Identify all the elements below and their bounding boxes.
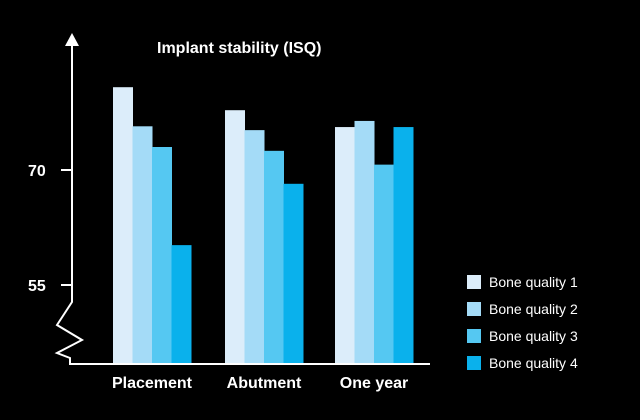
bar-placement-bq1 [113,87,133,363]
bar-abutment-bq4 [283,183,304,363]
bar-one-year-bq3 [374,164,394,363]
legend-swatch [467,328,481,343]
legend-item-bone-quality-2: Bone quality 2 [467,295,578,322]
bar-placement-bq4 [171,245,192,363]
bar-abutment-bq3 [264,150,284,363]
bars-group [113,87,414,363]
category-label-one-year: One year [340,375,408,392]
y-tick-label-55: 55 [28,278,46,295]
category-label-placement: Placement [112,375,193,392]
legend-item-bone-quality-1: Bone quality 1 [467,268,578,295]
y-tick-label-70: 70 [28,163,46,180]
y-axis-line [54,44,430,365]
legend-swatch [467,355,481,370]
legend-label: Bone quality 4 [489,354,578,371]
legend-swatch [467,274,481,289]
bar-one-year-bq2 [354,120,375,363]
legend-item-bone-quality-4: Bone quality 4 [467,349,578,376]
bar-abutment-bq1 [225,110,245,363]
legend: Bone quality 1 Bone quality 2 Bone quali… [467,268,578,376]
legend-item-bone-quality-3: Bone quality 3 [467,322,578,349]
legend-label: Bone quality 1 [489,273,578,290]
legend-swatch [467,301,481,316]
legend-label: Bone quality 2 [489,300,578,317]
bar-one-year-bq1 [335,127,355,363]
y-axis-arrow-icon [65,33,79,46]
chart-title: Implant stability (ISQ) [157,40,321,57]
bar-abutment-bq2 [244,130,265,363]
bar-placement-bq2 [132,126,153,363]
legend-label: Bone quality 3 [489,327,578,344]
category-label-abutment: Abutment [227,375,302,392]
bar-one-year-bq4 [393,127,414,363]
bar-placement-bq3 [152,147,172,363]
